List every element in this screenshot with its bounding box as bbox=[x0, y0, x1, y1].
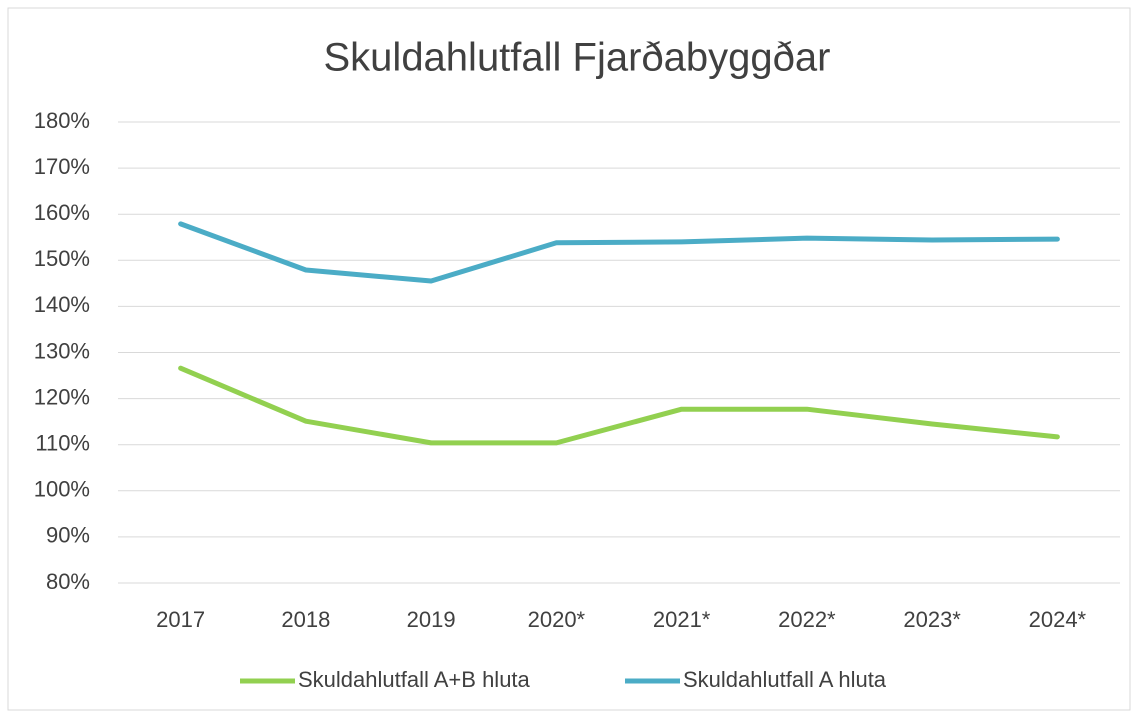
y-tick-label: 140% bbox=[34, 292, 90, 317]
legend-label: Skuldahlutfall A+B hluta bbox=[298, 667, 531, 692]
x-tick-label: 2019 bbox=[407, 607, 456, 632]
y-tick-label: 150% bbox=[34, 246, 90, 271]
x-tick-label: 2021* bbox=[653, 607, 711, 632]
chart-title: Skuldahlutfall Fjarðabyggðar bbox=[324, 36, 831, 80]
x-tick-label: 2022* bbox=[778, 607, 836, 632]
y-tick-label: 90% bbox=[46, 523, 90, 548]
chart-border bbox=[7, 7, 1131, 711]
y-tick-label: 80% bbox=[46, 569, 90, 594]
y-tick-label: 130% bbox=[34, 338, 90, 363]
y-tick-label: 110% bbox=[35, 431, 90, 456]
x-tick-label: 2020* bbox=[528, 607, 586, 632]
x-tick-label: 2017 bbox=[156, 607, 205, 632]
y-tick-label: 180% bbox=[34, 108, 90, 133]
legend-label: Skuldahlutfall A hluta bbox=[683, 667, 887, 692]
x-tick-label: 2024* bbox=[1029, 607, 1087, 632]
y-tick-label: 100% bbox=[34, 477, 90, 502]
series-line bbox=[178, 365, 1060, 446]
x-tick-label: 2023* bbox=[903, 607, 961, 632]
series-line bbox=[178, 221, 1060, 284]
y-tick-label: 160% bbox=[34, 200, 90, 225]
y-tick-label: 120% bbox=[34, 384, 90, 409]
y-tick-label: 170% bbox=[34, 154, 90, 179]
x-tick-label: 2018 bbox=[281, 607, 330, 632]
